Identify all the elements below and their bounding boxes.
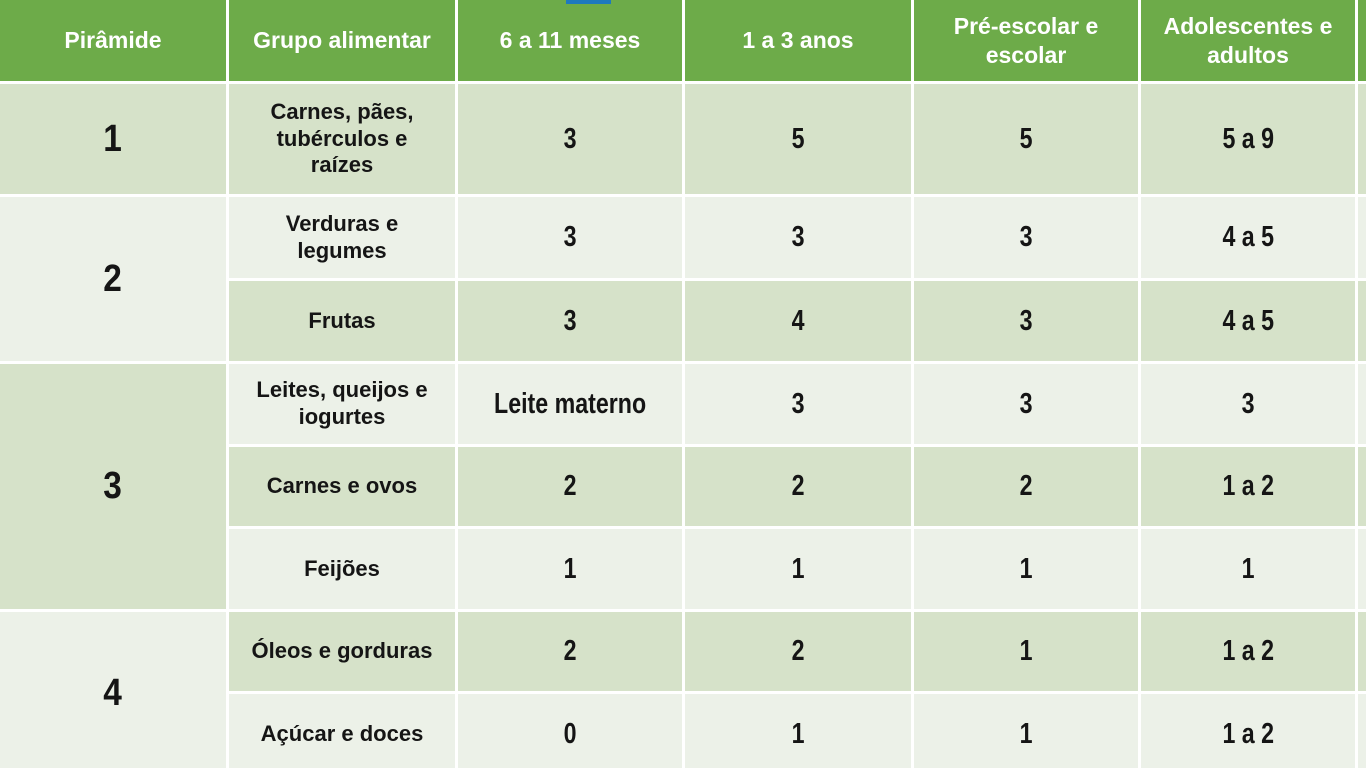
value-text: 2 <box>1019 470 1033 502</box>
header-cell-1-a-3-anos: 1 a 3 anos <box>685 0 911 81</box>
pyramid-cell-2: 2 <box>0 197 226 361</box>
value-text: 1 <box>1241 552 1255 585</box>
value-cell: Leite materno <box>458 364 682 444</box>
value-cell: 1 a 2 <box>1141 447 1355 526</box>
value-cell: 3 <box>458 281 682 361</box>
group-cell: Frutas <box>229 281 455 361</box>
value-text: 2 <box>563 635 577 667</box>
value-text: Leite materno <box>493 387 647 420</box>
edge-sliver-cell <box>1358 84 1366 194</box>
value-text: 1 <box>563 552 577 585</box>
value-text: 0 <box>563 717 577 750</box>
value-text: 1 a 2 <box>1222 635 1274 667</box>
value-cell: 1 <box>1141 529 1355 609</box>
pyramid-number: 1 <box>103 117 123 160</box>
edge-sliver-cell <box>1358 447 1366 526</box>
value-text: 5 <box>791 122 805 155</box>
value-text: 3 <box>563 304 577 337</box>
edge-sliver-cell <box>1358 364 1366 444</box>
value-text: 3 <box>791 387 805 420</box>
group-cell: Leites, queijos e iogurtes <box>229 364 455 444</box>
value-text: 1 <box>1019 635 1033 667</box>
value-cell: 1 a 2 <box>1141 694 1355 768</box>
value-cell: 3 <box>914 197 1138 278</box>
value-cell: 3 <box>685 197 911 278</box>
pyramid-cell-3: 3 <box>0 364 226 609</box>
value-cell: 3 <box>685 364 911 444</box>
edge-sliver-cell <box>1358 529 1366 609</box>
edge-sliver-cell <box>1358 612 1366 691</box>
value-cell: 1 <box>685 694 911 768</box>
value-cell: 1 <box>685 529 911 609</box>
value-text: 5 a 9 <box>1222 122 1274 155</box>
value-cell: 5 <box>685 84 911 194</box>
value-cell: 1 <box>458 529 682 609</box>
value-text: 4 <box>791 304 805 337</box>
group-cell: Açúcar e doces <box>229 694 455 768</box>
edge-sliver-cell <box>1358 694 1366 768</box>
edge-sliver-cell <box>1358 281 1366 361</box>
value-text: 3 <box>1241 387 1255 420</box>
value-text: 3 <box>1019 387 1033 420</box>
value-text: 4 a 5 <box>1222 221 1274 253</box>
value-cell: 2 <box>685 612 911 691</box>
header-cell-adolescentes: Adolescentes e adultos <box>1141 0 1355 81</box>
value-text: 2 <box>791 470 805 502</box>
value-text: 3 <box>1019 304 1033 337</box>
value-cell: 1 <box>914 612 1138 691</box>
value-cell: 3 <box>914 364 1138 444</box>
group-cell: Carnes e ovos <box>229 447 455 526</box>
value-cell: 3 <box>1141 364 1355 444</box>
value-cell: 1 a 2 <box>1141 612 1355 691</box>
pyramid-number: 4 <box>103 671 123 714</box>
value-text: 1 a 2 <box>1222 717 1274 750</box>
value-cell: 2 <box>685 447 911 526</box>
value-cell: 2 <box>458 612 682 691</box>
value-text: 3 <box>1019 221 1033 253</box>
value-cell: 1 <box>914 529 1138 609</box>
value-cell: 4 a 5 <box>1141 197 1355 278</box>
value-text: 3 <box>791 221 805 253</box>
value-text: 5 <box>1019 122 1033 155</box>
value-cell: 4 <box>685 281 911 361</box>
value-cell: 3 <box>458 197 682 278</box>
value-cell: 0 <box>458 694 682 768</box>
value-text: 1 a 2 <box>1222 470 1274 502</box>
value-cell: 2 <box>458 447 682 526</box>
header-cell-grupo-alimentar: Grupo alimentar <box>229 0 455 81</box>
value-text: 3 <box>563 122 577 155</box>
value-cell: 3 <box>914 281 1138 361</box>
value-cell: 5 a 9 <box>1141 84 1355 194</box>
value-cell: 2 <box>914 447 1138 526</box>
pyramid-cell-1: 1 <box>0 84 226 194</box>
pyramid-cell-4: 4 <box>0 612 226 768</box>
group-cell: Feijões <box>229 529 455 609</box>
header-cell-6-a-11-meses: 6 a 11 meses <box>458 0 682 81</box>
value-cell: 5 <box>914 84 1138 194</box>
pyramid-number: 2 <box>103 257 123 300</box>
header-cell-pre-escolar: Pré-escolar e escolar <box>914 0 1138 81</box>
value-cell: 3 <box>458 84 682 194</box>
value-text: 1 <box>791 552 805 585</box>
top-blue-bar <box>566 0 611 4</box>
value-text: 3 <box>563 221 577 253</box>
pyramid-number: 3 <box>103 465 123 507</box>
group-cell: Carnes, pães, tubérculos e raízes <box>229 84 455 194</box>
group-cell: Verduras e legumes <box>229 197 455 278</box>
value-cell: 1 <box>914 694 1138 768</box>
value-text: 1 <box>791 717 805 750</box>
value-text: 2 <box>791 635 805 667</box>
value-cell: 4 a 5 <box>1141 281 1355 361</box>
value-text: 1 <box>1019 717 1033 750</box>
edge-sliver-cell <box>1358 197 1366 278</box>
value-text: 4 a 5 <box>1222 304 1274 337</box>
value-text: 1 <box>1019 552 1033 585</box>
header-cell-edge-sliver <box>1358 0 1366 81</box>
value-text: 2 <box>563 470 577 502</box>
group-cell: Óleos e gorduras <box>229 612 455 691</box>
header-cell-piramide: Pirâmide <box>0 0 226 81</box>
